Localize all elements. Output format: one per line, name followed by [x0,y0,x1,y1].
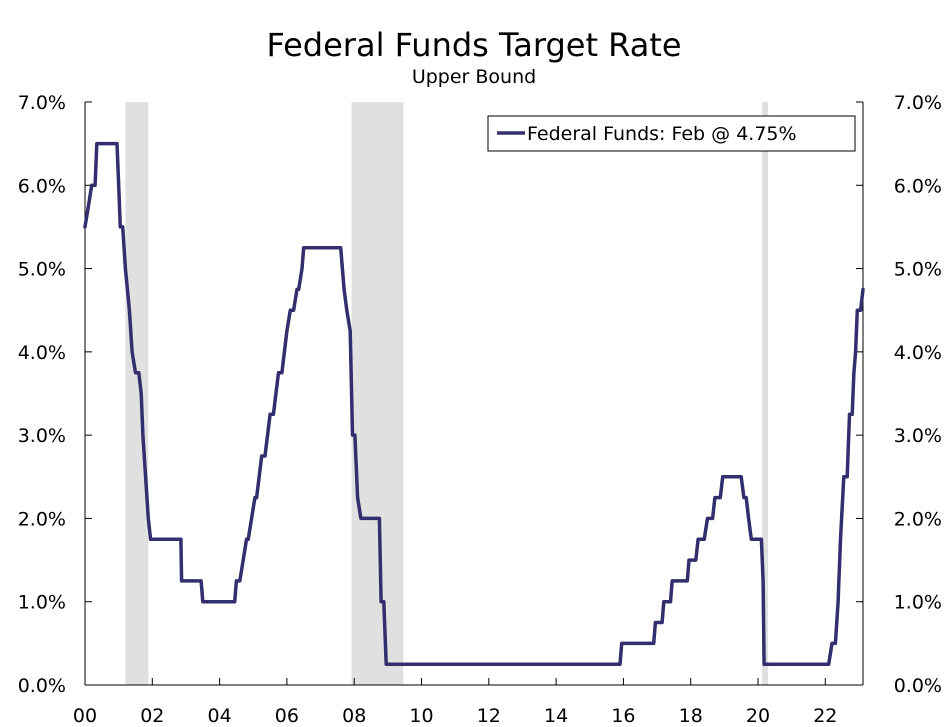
x-tick-label-10: 20 [746,705,770,727]
x-tick-label-6: 12 [477,705,501,727]
axes [84,102,864,686]
series-line-1 [83,141,865,666]
x-tick-label-1: 02 [140,705,164,727]
x-tick-label-9: 18 [679,705,703,727]
y-tick-label-right-6: 6.0% [894,175,942,197]
y-tick-label-left-6: 6.0% [18,175,66,197]
ticks: 0.0% 0.0% 1.0% 1.0% 2.0% 2.0% 3.0% 3.0% 4.0% 4.0%… [18,92,942,727]
x-tick-label-3: 06 [275,705,299,727]
recession-band-2 [351,102,404,685]
chart-subtitle: Upper Bound [412,66,536,88]
y-tick-label-right-4: 4.0% [894,342,942,364]
y-tick-label-left-5: 5.0% [18,259,66,281]
recession-bands [125,102,769,685]
x-tick-label-7: 14 [544,705,568,727]
legend-box [487,115,856,152]
y-tick-label-left-4: 4.0% [18,342,66,364]
y-tick-label-right-0: 0.0% [894,675,942,697]
y-tick-label-right-2: 2.0% [894,508,942,530]
x-tick-label-11: 22 [813,705,837,727]
chart-title: Federal Funds Target Rate [266,26,681,64]
recession-band-1 [125,102,149,685]
x-tick-label-5: 10 [409,705,433,727]
legend-label: Federal Funds: Feb @ 4.75% [527,123,797,145]
y-tick-label-left-3: 3.0% [18,425,66,447]
y-tick-label-right-1: 1.0% [894,592,942,614]
y-tick-label-left-1: 1.0% [18,592,66,614]
y-tick-label-left-7: 7.0% [18,92,66,114]
recession-band-3 [762,102,769,685]
y-tick-label-right-7: 7.0% [894,92,942,114]
x-tick-label-2: 04 [208,705,232,727]
x-tick-label-4: 08 [342,705,366,727]
x-tick-label-8: 16 [611,705,635,727]
y-tick-label-right-3: 3.0% [894,425,942,447]
y-tick-label-right-5: 5.0% [894,259,942,281]
x-tick-label-0: 00 [73,705,97,727]
y-tick-label-left-2: 2.0% [18,508,66,530]
y-tick-label-left-0: 0.0% [18,675,66,697]
series [83,141,865,666]
legend: Federal Funds: Feb @ 4.75% [487,115,856,152]
